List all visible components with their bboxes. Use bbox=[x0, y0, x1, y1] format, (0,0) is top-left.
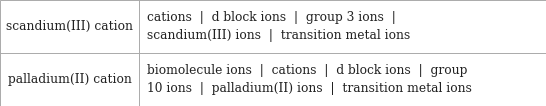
Text: scandium(III) cation: scandium(III) cation bbox=[6, 20, 133, 33]
Text: cations  |  d block ions  |  group 3 ions  |
scandium(III) ions  |  transition m: cations | d block ions | group 3 ions | … bbox=[147, 11, 411, 42]
Text: biomolecule ions  |  cations  |  d block ions  |  group
10 ions  |  palladium(II: biomolecule ions | cations | d block ion… bbox=[147, 64, 472, 95]
Text: palladium(II) cation: palladium(II) cation bbox=[8, 73, 132, 86]
